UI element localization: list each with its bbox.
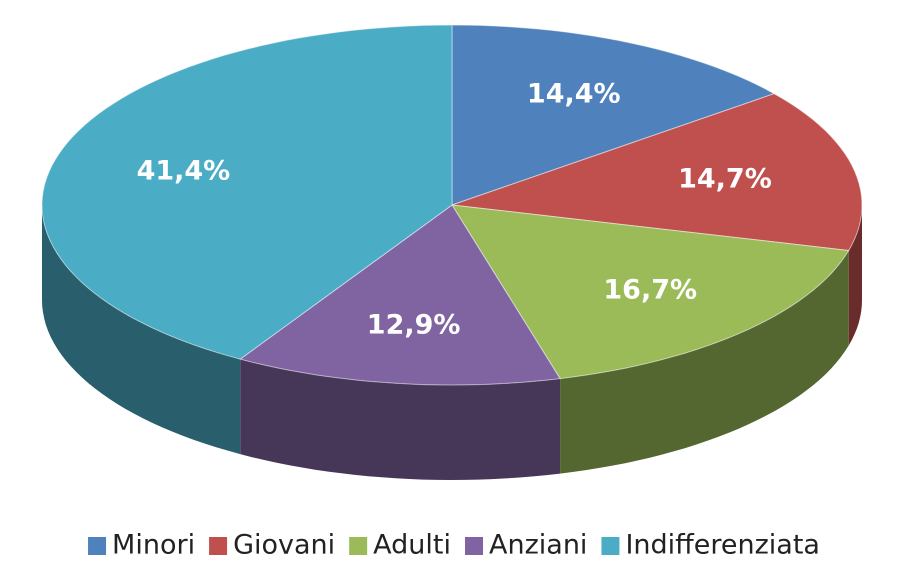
legend-label: Adulti — [373, 530, 451, 561]
slice — [451, 93, 863, 252]
legend-swatch — [209, 537, 228, 555]
slice-side — [848, 205, 862, 346]
data-label: 12,9% — [367, 310, 461, 341]
data-label: 14,7% — [678, 164, 772, 195]
data-label: 14,4% — [527, 78, 621, 109]
pie-sides — [42, 205, 862, 480]
legend: Minori Giovani Adulti Anziani Indifferenziat… — [88, 530, 820, 561]
data-label: 16,7% — [603, 275, 697, 306]
legend-label: Anziani — [489, 530, 587, 561]
slice — [41, 24, 453, 360]
data-label: 41,4% — [137, 156, 231, 187]
legend-label: Indifferenziata — [625, 530, 820, 561]
legend-swatch — [465, 537, 484, 555]
legend-label: Giovani — [233, 530, 335, 561]
legend-swatch — [88, 537, 107, 555]
slice — [451, 24, 776, 206]
slice-side — [560, 250, 849, 474]
slice — [451, 204, 850, 380]
legend-swatch — [349, 537, 368, 555]
slice-side — [240, 359, 561, 480]
legend-swatch — [601, 537, 620, 555]
slice-side — [42, 205, 241, 455]
legend-label: Minori — [112, 530, 195, 561]
slice — [239, 204, 561, 386]
